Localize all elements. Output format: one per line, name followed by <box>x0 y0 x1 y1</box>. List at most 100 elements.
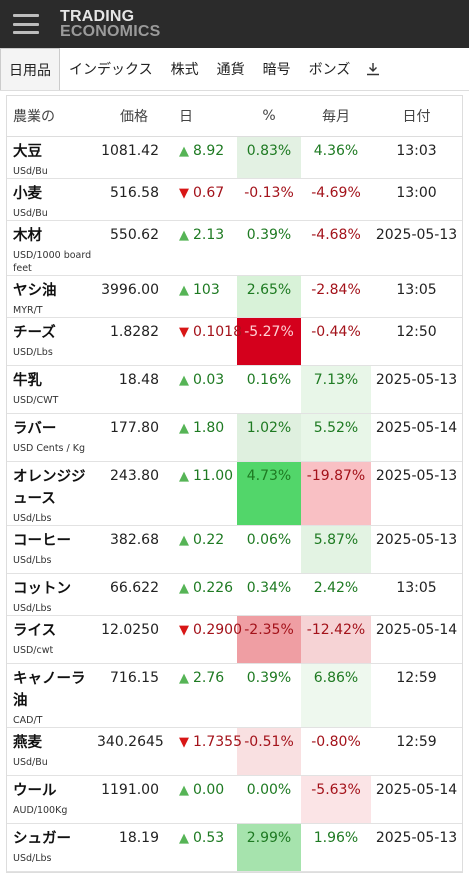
tab-indexes[interactable]: インデックス <box>69 62 153 78</box>
table-row[interactable]: 大豆 USd/Bu 1081.42 ▲ 8.92 0.83% 4.36% 13:03 <box>7 136 462 179</box>
date-cell: 13:05 <box>371 275 462 318</box>
table-row[interactable]: オレンジジュース USd/Lbs 243.80 ▲ 11.00 4.73% -19.87% 2… <box>7 461 462 526</box>
up-arrow-icon: ▲ <box>179 783 189 798</box>
commodity-cell[interactable]: ヤシ油 MYR/T <box>7 275 97 318</box>
commodity-unit: USd/Lbs <box>13 603 52 614</box>
day-change-cell: ▲ 1.80 <box>171 413 237 462</box>
price-cell: 243.80 <box>97 461 171 526</box>
commodity-name[interactable]: 燕麦 <box>13 735 42 751</box>
table-row[interactable]: キャノーラ油 CAD/T 716.15 ▲ 2.76 0.39% 6.86% 12:59 <box>7 663 462 728</box>
percent-change-cell: 1.02% <box>237 413 301 462</box>
commodity-unit: USd/Lbs <box>13 513 52 524</box>
table-row[interactable]: 小麦 USd/Bu 516.58 ▼ 0.67 -0.13% -4.69% 13:00 <box>7 178 462 221</box>
date-cell: 12:50 <box>371 317 462 366</box>
up-arrow-icon: ▲ <box>179 671 189 686</box>
monthly-change-cell: 1.96% <box>301 823 371 872</box>
commodity-cell[interactable]: ウール AUD/100Kg <box>7 775 97 824</box>
commodity-name[interactable]: チーズ <box>13 325 56 341</box>
commodity-unit: USD/1000 board feet <box>13 250 92 274</box>
table-row[interactable]: ライス USD/cwt 12.0250 ▼ 0.2900 -2.35% -12.42% 202… <box>7 615 462 664</box>
col-header-date[interactable]: 日付 <box>371 96 462 137</box>
day-change-value: 0.03 <box>193 372 225 388</box>
monthly-change-cell: -2.84% <box>301 275 371 318</box>
price-cell: 1081.42 <box>97 136 171 179</box>
table-row[interactable]: 牛乳 USD/CWT 18.48 ▲ 0.03 0.16% 7.13% 2025-05-13 <box>7 365 462 414</box>
download-icon[interactable] <box>365 61 381 77</box>
day-change-value: 0.53 <box>193 830 225 846</box>
tab-crypto[interactable]: 暗号 <box>262 62 291 78</box>
commodity-cell[interactable]: 木材 USD/1000 board feet <box>7 220 97 276</box>
table-row[interactable]: ラバー USD Cents / Kg 177.80 ▲ 1.80 1.02% 5.52% 20… <box>7 413 462 462</box>
day-change-cell: ▲ 103 <box>171 275 237 318</box>
commodity-cell[interactable]: オレンジジュース USd/Lbs <box>7 461 97 526</box>
commodity-name[interactable]: ウール <box>13 783 57 799</box>
date-cell: 2025-05-13 <box>371 461 462 526</box>
commodity-cell[interactable]: チーズ USD/Lbs <box>7 317 97 366</box>
date-cell: 13:00 <box>371 178 462 221</box>
commodity-name[interactable]: シュガー <box>13 831 71 847</box>
table-row[interactable]: シュガー USd/Lbs 18.19 ▲ 0.53 2.99% 1.96% 2025-05-1… <box>7 823 462 872</box>
logo[interactable]: TRADING ECONOMICS <box>60 9 160 40</box>
percent-change-cell: 0.39% <box>237 220 301 276</box>
table-row[interactable]: チーズ USD/Lbs 1.8282 ▼ 0.1018 -5.27% -0.44% 12:50 <box>7 317 462 366</box>
commodity-unit: USd/Bu <box>13 208 48 219</box>
commodity-cell[interactable]: 大豆 USd/Bu <box>7 136 97 179</box>
commodity-name[interactable]: キャノーラ油 <box>13 671 86 709</box>
commodity-cell[interactable]: 牛乳 USD/CWT <box>7 365 97 414</box>
col-header-percent[interactable]: % <box>237 96 301 137</box>
up-arrow-icon: ▲ <box>179 144 189 159</box>
commodity-cell[interactable]: ラバー USD Cents / Kg <box>7 413 97 462</box>
table-row[interactable]: ウール AUD/100Kg 1191.00 ▲ 0.00 0.00% -5.63% 2025-… <box>7 775 462 824</box>
commodity-name[interactable]: オレンジジュース <box>13 469 86 507</box>
commodities-table-container: 農業の 価格 日 % 毎月 日付 大豆 USd/Bu 1081.42 ▲ 8.92 0.8… <box>6 95 463 873</box>
col-header-day[interactable]: 日 <box>171 96 237 137</box>
price-cell: 340.2645 <box>97 727 171 776</box>
table-row[interactable]: コーヒー USd/Lbs 382.68 ▲ 0.22 0.06% 5.87% 2025-05-… <box>7 525 462 574</box>
commodity-cell[interactable]: コットン USd/Lbs <box>7 573 97 616</box>
day-change-cell: ▲ 2.76 <box>171 663 237 728</box>
commodity-name[interactable]: コーヒー <box>13 533 71 549</box>
commodity-cell[interactable]: シュガー USd/Lbs <box>7 823 97 872</box>
tab-bonds[interactable]: ボンズ <box>308 62 351 78</box>
table-row[interactable]: ヤシ油 MYR/T 3996.00 ▲ 103 2.65% -2.84% 13:05 <box>7 275 462 318</box>
commodity-name[interactable]: コットン <box>13 581 71 597</box>
tab-stocks[interactable]: 株式 <box>170 62 199 78</box>
table-row[interactable]: 木材 USD/1000 board feet 550.62 ▲ 2.13 0.39% -4.… <box>7 220 462 276</box>
up-arrow-icon: ▲ <box>179 373 189 388</box>
commodity-cell[interactable]: 小麦 USd/Bu <box>7 178 97 221</box>
tab-currencies[interactable]: 通貨 <box>216 62 245 78</box>
table-row[interactable]: 燕麦 USd/Bu 340.2645 ▼ 1.7355 -0.51% -0.80% 12:59 <box>7 727 462 776</box>
commodity-cell[interactable]: 燕麦 USd/Bu <box>7 727 97 776</box>
hamburger-menu-icon[interactable] <box>13 14 39 34</box>
day-change-value: 0.2900 <box>193 622 242 638</box>
commodity-unit: USd/Lbs <box>13 555 52 566</box>
day-change-cell: ▲ 0.03 <box>171 365 237 414</box>
percent-change-cell: 0.83% <box>237 136 301 179</box>
percent-change-cell: 2.99% <box>237 823 301 872</box>
tab-commodities[interactable]: 日用品 <box>0 48 60 90</box>
commodity-cell[interactable]: ライス USD/cwt <box>7 615 97 664</box>
table-row[interactable]: コットン USd/Lbs 66.622 ▲ 0.226 0.34% 2.42% 13:05 <box>7 573 462 616</box>
col-header-name[interactable]: 農業の <box>7 96 97 137</box>
percent-change-cell: 4.73% <box>237 461 301 526</box>
commodity-unit: CAD/T <box>13 715 43 726</box>
col-header-price[interactable]: 価格 <box>97 96 171 137</box>
col-header-monthly[interactable]: 毎月 <box>301 96 371 137</box>
commodity-name[interactable]: ライス <box>13 623 57 639</box>
commodity-name[interactable]: ヤシ油 <box>13 283 57 299</box>
commodity-name[interactable]: 牛乳 <box>13 373 42 389</box>
day-change-value: 8.92 <box>193 143 225 159</box>
price-cell: 18.19 <box>97 823 171 872</box>
commodity-name[interactable]: ラバー <box>13 421 57 437</box>
commodity-name[interactable]: 大豆 <box>13 144 42 160</box>
commodity-name[interactable]: 小麦 <box>13 186 42 202</box>
commodity-cell[interactable]: コーヒー USd/Lbs <box>7 525 97 574</box>
date-cell: 2025-05-13 <box>371 365 462 414</box>
day-change-cell: ▼ 0.2900 <box>171 615 242 664</box>
commodity-name[interactable]: 木材 <box>13 228 42 244</box>
down-arrow-icon: ▼ <box>179 186 189 201</box>
commodity-unit: USD Cents / Kg <box>13 443 85 454</box>
up-arrow-icon: ▲ <box>179 421 189 436</box>
commodity-unit: USd/Lbs <box>13 853 52 864</box>
commodity-cell[interactable]: キャノーラ油 CAD/T <box>7 663 97 728</box>
